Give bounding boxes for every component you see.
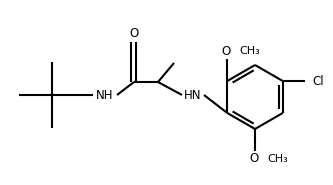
Text: Cl: Cl [313,75,324,88]
Text: HN: HN [184,88,202,102]
Text: O: O [249,152,259,166]
Text: CH₃: CH₃ [239,46,260,56]
Text: O: O [130,26,139,40]
Text: O: O [222,45,231,58]
Text: NH: NH [96,88,114,102]
Text: CH₃: CH₃ [267,154,288,164]
